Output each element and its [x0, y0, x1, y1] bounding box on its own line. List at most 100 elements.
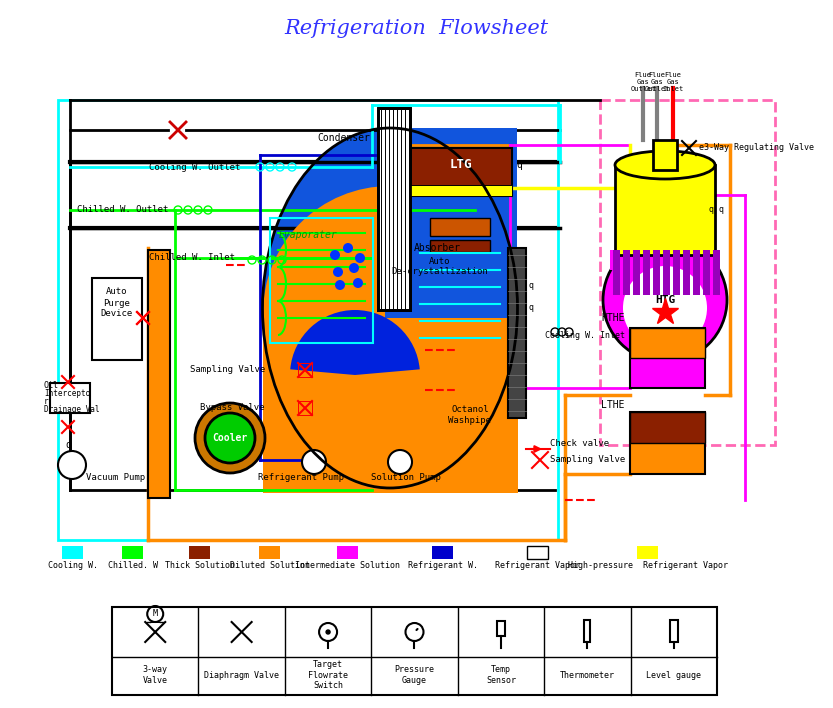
Bar	[298, 401, 312, 415]
Wedge shape	[263, 186, 517, 313]
Bar	[527, 546, 548, 559]
Text: Auto: Auto	[107, 287, 127, 297]
Circle shape	[603, 238, 727, 362]
Bar	[337, 546, 358, 559]
Text: Thermometer: Thermometer	[560, 670, 615, 680]
Text: Cooler: Cooler	[212, 433, 247, 443]
Text: Chilled. W: Chilled. W	[108, 561, 158, 571]
Circle shape	[335, 280, 345, 290]
Circle shape	[353, 278, 363, 288]
Text: Octanol
Washpipe: Octanol Washpipe	[448, 405, 491, 425]
Bar	[600, 100, 775, 445]
Text: Level gauge: Level gauge	[646, 670, 701, 680]
Text: Absorber: Absorber	[413, 243, 461, 253]
Bar	[653, 140, 677, 170]
Text: e3-Way Regulating Valve: e3-Way Regulating Valve	[699, 144, 814, 152]
Bar	[663, 250, 670, 295]
Text: Flue
Gas
Inlet: Flue Gas Inlet	[662, 72, 684, 92]
Text: Vacuum Pump: Vacuum Pump	[86, 472, 145, 481]
Text: Refrigerant Pump: Refrigerant Pump	[258, 474, 344, 482]
Circle shape	[58, 451, 86, 479]
Text: Refrigerant Vapor: Refrigerant Vapor	[496, 561, 581, 571]
Text: Thick Solution: Thick Solution	[165, 561, 235, 571]
Bar	[385, 128, 517, 318]
Bar	[122, 546, 143, 559]
Ellipse shape	[262, 128, 517, 488]
Bar	[630, 412, 705, 474]
Text: Intermediate Solution: Intermediate Solution	[296, 561, 401, 571]
Bar	[410, 185, 512, 196]
Text: Diluted Solution: Diluted Solution	[230, 561, 310, 571]
Bar	[670, 620, 678, 642]
Bar	[497, 621, 505, 636]
Text: Diaphragm Valve: Diaphragm Valve	[204, 670, 279, 680]
Circle shape	[326, 630, 330, 634]
Text: Cooling W.: Cooling W.	[48, 561, 98, 571]
Bar	[270, 218, 373, 343]
Bar	[683, 250, 690, 295]
Bar	[58, 100, 558, 540]
Circle shape	[343, 243, 353, 253]
Text: LTHE: LTHE	[601, 400, 625, 410]
Bar	[615, 165, 715, 255]
Text: q: q	[516, 160, 522, 170]
Text: Temp
Sensor: Temp Sensor	[486, 666, 516, 685]
Text: High-pressure  Refrigerant Vapor: High-pressure Refrigerant Vapor	[568, 561, 728, 571]
Circle shape	[333, 267, 343, 277]
Text: Sampling Valve: Sampling Valve	[190, 365, 265, 375]
Text: q: q	[529, 280, 534, 290]
Text: q: q	[65, 440, 71, 450]
Bar	[673, 250, 680, 295]
Bar	[50, 383, 90, 413]
Text: Device: Device	[101, 309, 133, 319]
Bar	[585, 620, 591, 642]
Bar	[630, 412, 705, 443]
Text: LTG: LTG	[450, 159, 472, 171]
Bar	[112, 607, 717, 695]
Bar	[92, 278, 142, 360]
Text: Condenser: Condenser	[317, 133, 370, 143]
Bar	[378, 108, 410, 310]
Circle shape	[388, 450, 412, 474]
Circle shape	[205, 413, 255, 463]
Bar	[693, 250, 700, 295]
Bar	[610, 250, 720, 270]
Bar	[637, 546, 658, 559]
Text: Flue
Gas
Outlet: Flue Gas Outlet	[631, 72, 656, 92]
Bar	[430, 218, 490, 236]
Bar	[263, 308, 518, 493]
Ellipse shape	[615, 151, 715, 179]
Text: Chilled W. Inlet: Chilled W. Inlet	[149, 253, 235, 263]
Text: Chilled W. Outlet: Chilled W. Outlet	[77, 205, 168, 215]
Bar	[633, 250, 640, 295]
Text: Sampling Valve: Sampling Valve	[550, 455, 626, 464]
Text: Oil: Oil	[44, 380, 59, 389]
Circle shape	[623, 266, 707, 350]
Bar	[623, 250, 630, 295]
Circle shape	[302, 450, 326, 474]
Text: Drainage Val: Drainage Val	[44, 406, 99, 414]
Bar	[508, 248, 526, 418]
Bar	[430, 240, 490, 252]
Bar	[613, 250, 620, 295]
Text: q: q	[529, 304, 534, 312]
Circle shape	[349, 263, 359, 273]
Text: 3-way
Valve: 3-way Valve	[142, 666, 167, 685]
Circle shape	[195, 403, 265, 473]
Text: Bypass Valve: Bypass Valve	[201, 404, 265, 413]
Text: M: M	[152, 610, 157, 619]
Circle shape	[330, 250, 340, 260]
Text: De-crystallization: De-crystallization	[392, 268, 488, 277]
Text: Purge: Purge	[103, 299, 131, 307]
Bar	[189, 546, 210, 559]
Bar	[653, 250, 660, 295]
Text: Cooling W. Outlet: Cooling W. Outlet	[148, 163, 240, 171]
Text: HTHE: HTHE	[601, 313, 625, 323]
Bar	[630, 328, 705, 388]
Text: Evaporater: Evaporater	[278, 230, 337, 240]
Text: Intercepto: Intercepto	[44, 389, 90, 397]
Text: Pressure
Gauge: Pressure Gauge	[395, 666, 435, 685]
Text: Refrigeration  Flowsheet: Refrigeration Flowsheet	[284, 18, 548, 38]
Text: Check valve: Check valve	[550, 438, 609, 447]
Text: Auto: Auto	[429, 258, 451, 266]
